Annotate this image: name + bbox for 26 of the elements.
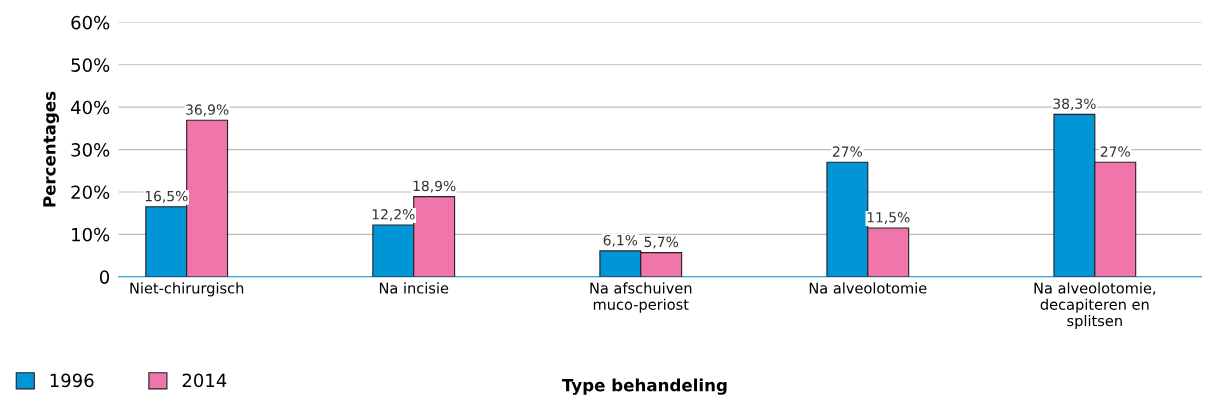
data-label: 11,5%	[867, 212, 910, 224]
y-tick-label: 30%	[71, 143, 110, 157]
data-label: 18,9%	[413, 180, 456, 193]
legend-label: 2014	[182, 373, 227, 388]
x-tick-label: Na alveolotomie	[809, 282, 927, 294]
legend-label: 1996	[50, 373, 94, 388]
data-label: 5,7%	[644, 236, 679, 249]
data-label: 27%	[832, 146, 863, 157]
y-tick-label: 60%	[71, 15, 110, 30]
x-tick-label: Na alveolotomie, decapiteren en splitsen	[1034, 282, 1156, 330]
data-label: 16,5%	[145, 190, 188, 203]
y-axis-title: Percentages	[43, 91, 59, 207]
x-axis-title: Type behandeling	[562, 378, 727, 395]
data-label: 38,3%	[1053, 98, 1096, 111]
y-tick-label: 10%	[72, 227, 110, 242]
data-label: 36,9%	[186, 104, 229, 117]
data-label: 6,1%	[603, 234, 638, 247]
x-tick-label: Niet-chirurgisch	[130, 282, 244, 297]
y-tick-label: 50%	[71, 58, 110, 72]
data-label: 27%	[1100, 146, 1130, 157]
data-label: 12,2%	[372, 209, 415, 221]
x-tick-label: Na afschuiven muco-periost	[590, 282, 692, 313]
y-tick-label: 40%	[71, 100, 110, 115]
y-tick-label: 20%	[71, 185, 110, 200]
y-tick-label: 0	[99, 270, 110, 284]
x-tick-label: Na incisie	[379, 282, 449, 294]
